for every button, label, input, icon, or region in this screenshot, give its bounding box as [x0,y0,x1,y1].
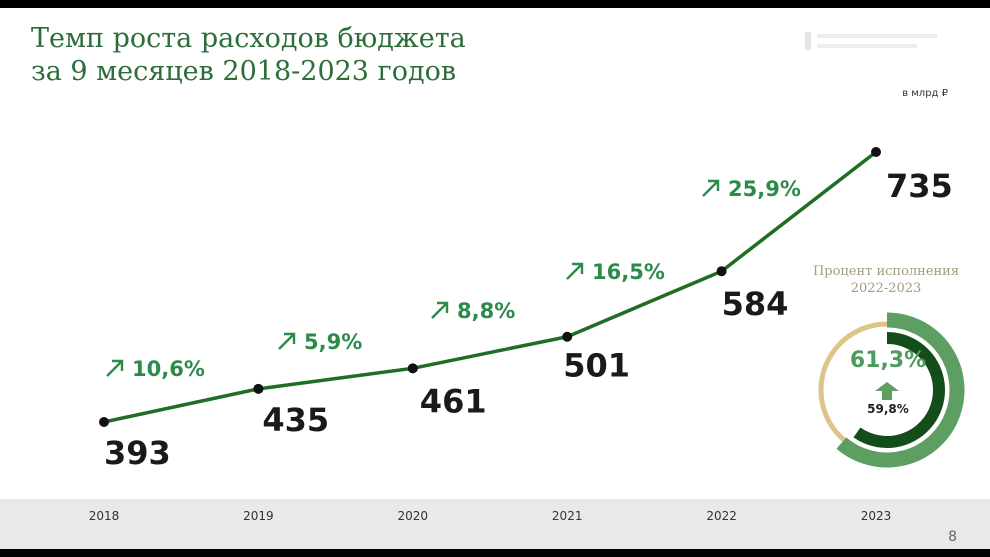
data-point-2021 [562,331,573,342]
donut-title: Процент исполнения 2022-2023 [800,263,972,297]
data-point-2018 [99,417,109,427]
growth-value: 5,9% [304,330,362,354]
donut-title-line-1: Процент исполнения [812,264,960,279]
x-tick-2022: 2022 [706,509,737,523]
value-label-2023: 735 [886,167,953,205]
arrow-up-right-icon [566,262,584,280]
arrow-up-right-icon [431,301,449,319]
value-label-2019: 435 [262,401,329,439]
line-chart: 393 435 461 501 584 735 10,6% 5,9% 8,8% 16,5% 25,9… [89,147,953,523]
page-number: 8 [948,529,957,545]
data-point-2022 [716,266,727,277]
unit-label: в млрд ₽ [902,88,948,99]
data-point-2019 [253,383,264,394]
x-tick-2021: 2021 [552,509,583,523]
growth-label-2022: 16,5% [566,260,665,284]
value-label-2021: 501 [563,347,630,385]
donut-title-line-2: 2022-2023 [850,281,922,296]
donut-current-value: 61,3% [849,348,927,373]
title-line-1: Темп роста расходов бюджета [31,23,466,54]
x-tick-2018: 2018 [89,509,120,523]
up-arrow-icon [875,382,899,400]
logo-watermark [805,24,945,62]
arrow-up-right-icon [278,332,296,350]
slide-title: Темп роста расходов бюджета за 9 месяцев… [31,22,466,88]
growth-value: 25,9% [728,177,801,201]
donut-previous-value: 59,8% [867,402,909,416]
growth-label-2020: 5,9% [278,330,362,354]
growth-label-2019: 10,6% [106,357,205,381]
series-line [103,150,878,424]
x-tick-2019: 2019 [243,509,274,523]
arrow-up-right-icon [702,179,720,197]
data-point-2023 [871,147,881,157]
growth-label-2023: 25,9% [702,177,801,201]
growth-value: 10,6% [132,357,205,381]
x-tick-2023: 2023 [861,509,892,523]
x-tick-2020: 2020 [398,509,429,523]
growth-value: 8,8% [457,299,515,323]
value-label-2018: 393 [104,434,171,472]
arrow-up-right-icon [106,359,124,377]
growth-label-2021: 8,8% [431,299,515,323]
value-label-2022: 584 [722,285,789,323]
data-point-2020 [407,363,418,374]
x-axis-band [0,499,990,549]
slide: Темп роста расходов бюджета за 9 месяцев… [0,8,990,549]
growth-value: 16,5% [592,260,665,284]
value-label-2020: 461 [420,382,487,420]
title-line-2: за 9 месяцев 2018-2023 годов [31,56,457,87]
